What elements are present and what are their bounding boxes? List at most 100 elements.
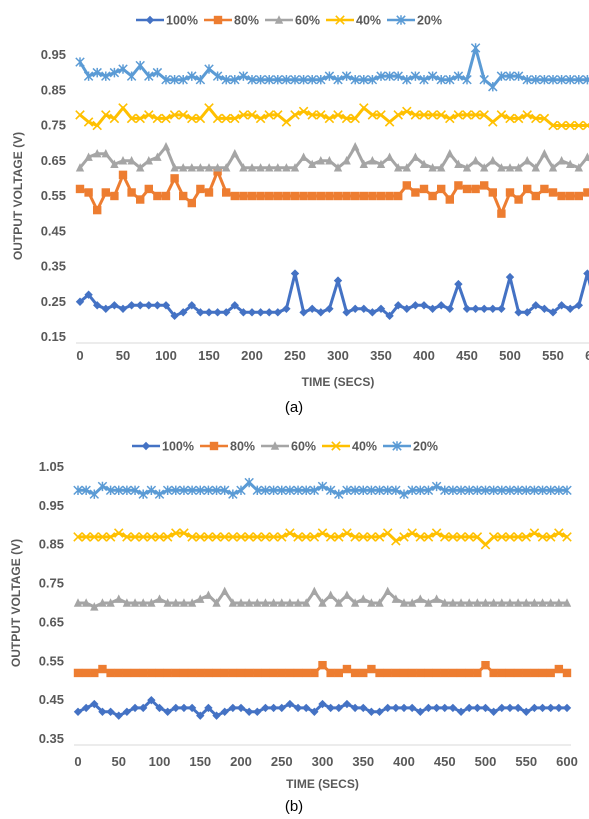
data-point — [127, 188, 136, 197]
data-point — [391, 668, 401, 678]
data-point — [130, 485, 140, 496]
legend-marker — [270, 441, 280, 450]
data-point — [566, 191, 575, 201]
y-axis-title: OUTPUT VOLTAGE (V) — [9, 539, 23, 667]
legend-marker — [213, 15, 223, 25]
data-point — [220, 707, 229, 716]
data-point — [298, 74, 309, 85]
data-point — [195, 113, 206, 124]
data-point — [505, 113, 515, 124]
data-point — [220, 668, 229, 678]
data-point — [114, 594, 123, 603]
x-tick-label: 100 — [155, 348, 177, 363]
data-point — [440, 598, 449, 607]
data-point — [93, 205, 102, 215]
x-tick-label: 150 — [198, 348, 220, 363]
data-point — [416, 668, 425, 678]
data-point — [566, 304, 575, 313]
data-point — [122, 485, 132, 496]
y-tick-label: 0.75 — [41, 118, 66, 133]
data-point — [453, 71, 464, 81]
data-point — [462, 163, 472, 172]
data-point — [402, 106, 412, 117]
data-point — [236, 598, 246, 607]
data-point — [367, 74, 378, 85]
data-point — [268, 532, 279, 542]
data-point — [171, 668, 180, 678]
data-point — [211, 532, 222, 542]
data-point — [161, 74, 171, 85]
data-point — [282, 304, 291, 313]
data-point — [432, 668, 441, 678]
data-point — [464, 485, 474, 496]
data-point — [105, 485, 116, 496]
y-tick-label: 0.15 — [41, 329, 66, 344]
data-point — [376, 71, 386, 81]
data-point — [114, 668, 123, 678]
data-point — [187, 198, 196, 208]
data-point — [126, 113, 137, 124]
data-point — [437, 184, 446, 194]
data-point — [583, 152, 589, 161]
data-point — [98, 707, 107, 716]
data-point — [213, 308, 222, 317]
data-point — [73, 532, 83, 542]
data-point — [138, 489, 148, 499]
data-point — [407, 668, 417, 678]
data-point — [187, 598, 197, 607]
data-point — [170, 174, 179, 183]
legend-marker — [141, 441, 151, 451]
data-point — [138, 532, 148, 542]
data-point — [144, 156, 153, 165]
data-point — [376, 159, 386, 168]
data-point — [285, 699, 295, 709]
data-point — [325, 532, 336, 542]
data-point — [316, 308, 325, 317]
data-point — [228, 703, 238, 713]
data-point — [316, 74, 326, 85]
data-point — [436, 74, 446, 85]
data-point — [394, 163, 403, 172]
data-point — [106, 598, 115, 607]
data-point — [465, 598, 474, 607]
data-point — [410, 71, 421, 81]
data-point — [110, 159, 119, 168]
data-point — [399, 532, 409, 542]
data-point — [244, 598, 254, 607]
data-point — [238, 110, 249, 120]
data-point — [98, 664, 107, 674]
data-point — [514, 195, 523, 204]
data-point — [548, 188, 558, 197]
data-point — [505, 485, 515, 496]
data-point — [244, 668, 254, 678]
y-tick-label: 0.65 — [41, 153, 66, 168]
data-point — [368, 191, 377, 201]
data-point — [489, 707, 498, 716]
data-point — [247, 74, 257, 85]
data-point — [342, 664, 352, 674]
data-point — [538, 598, 547, 607]
data-point — [290, 191, 300, 201]
data-point — [419, 159, 429, 168]
data-point — [154, 489, 165, 499]
y-tick-label: 0.85 — [41, 82, 66, 97]
data-point — [411, 301, 420, 310]
data-point — [212, 668, 221, 678]
data-point — [431, 481, 442, 492]
data-point — [309, 485, 320, 496]
data-point — [554, 703, 564, 713]
data-point — [513, 71, 524, 81]
x-tick-label: 0 — [74, 754, 81, 769]
data-point — [394, 301, 403, 310]
legend-marker — [274, 15, 284, 24]
data-point — [285, 485, 295, 496]
data-point — [333, 163, 343, 172]
data-point — [358, 532, 369, 542]
data-point — [293, 703, 303, 713]
data-point — [342, 485, 352, 496]
data-point — [196, 711, 205, 720]
data-point — [265, 163, 274, 172]
data-point — [505, 598, 515, 607]
data-point — [92, 120, 102, 131]
data-point — [213, 163, 222, 172]
